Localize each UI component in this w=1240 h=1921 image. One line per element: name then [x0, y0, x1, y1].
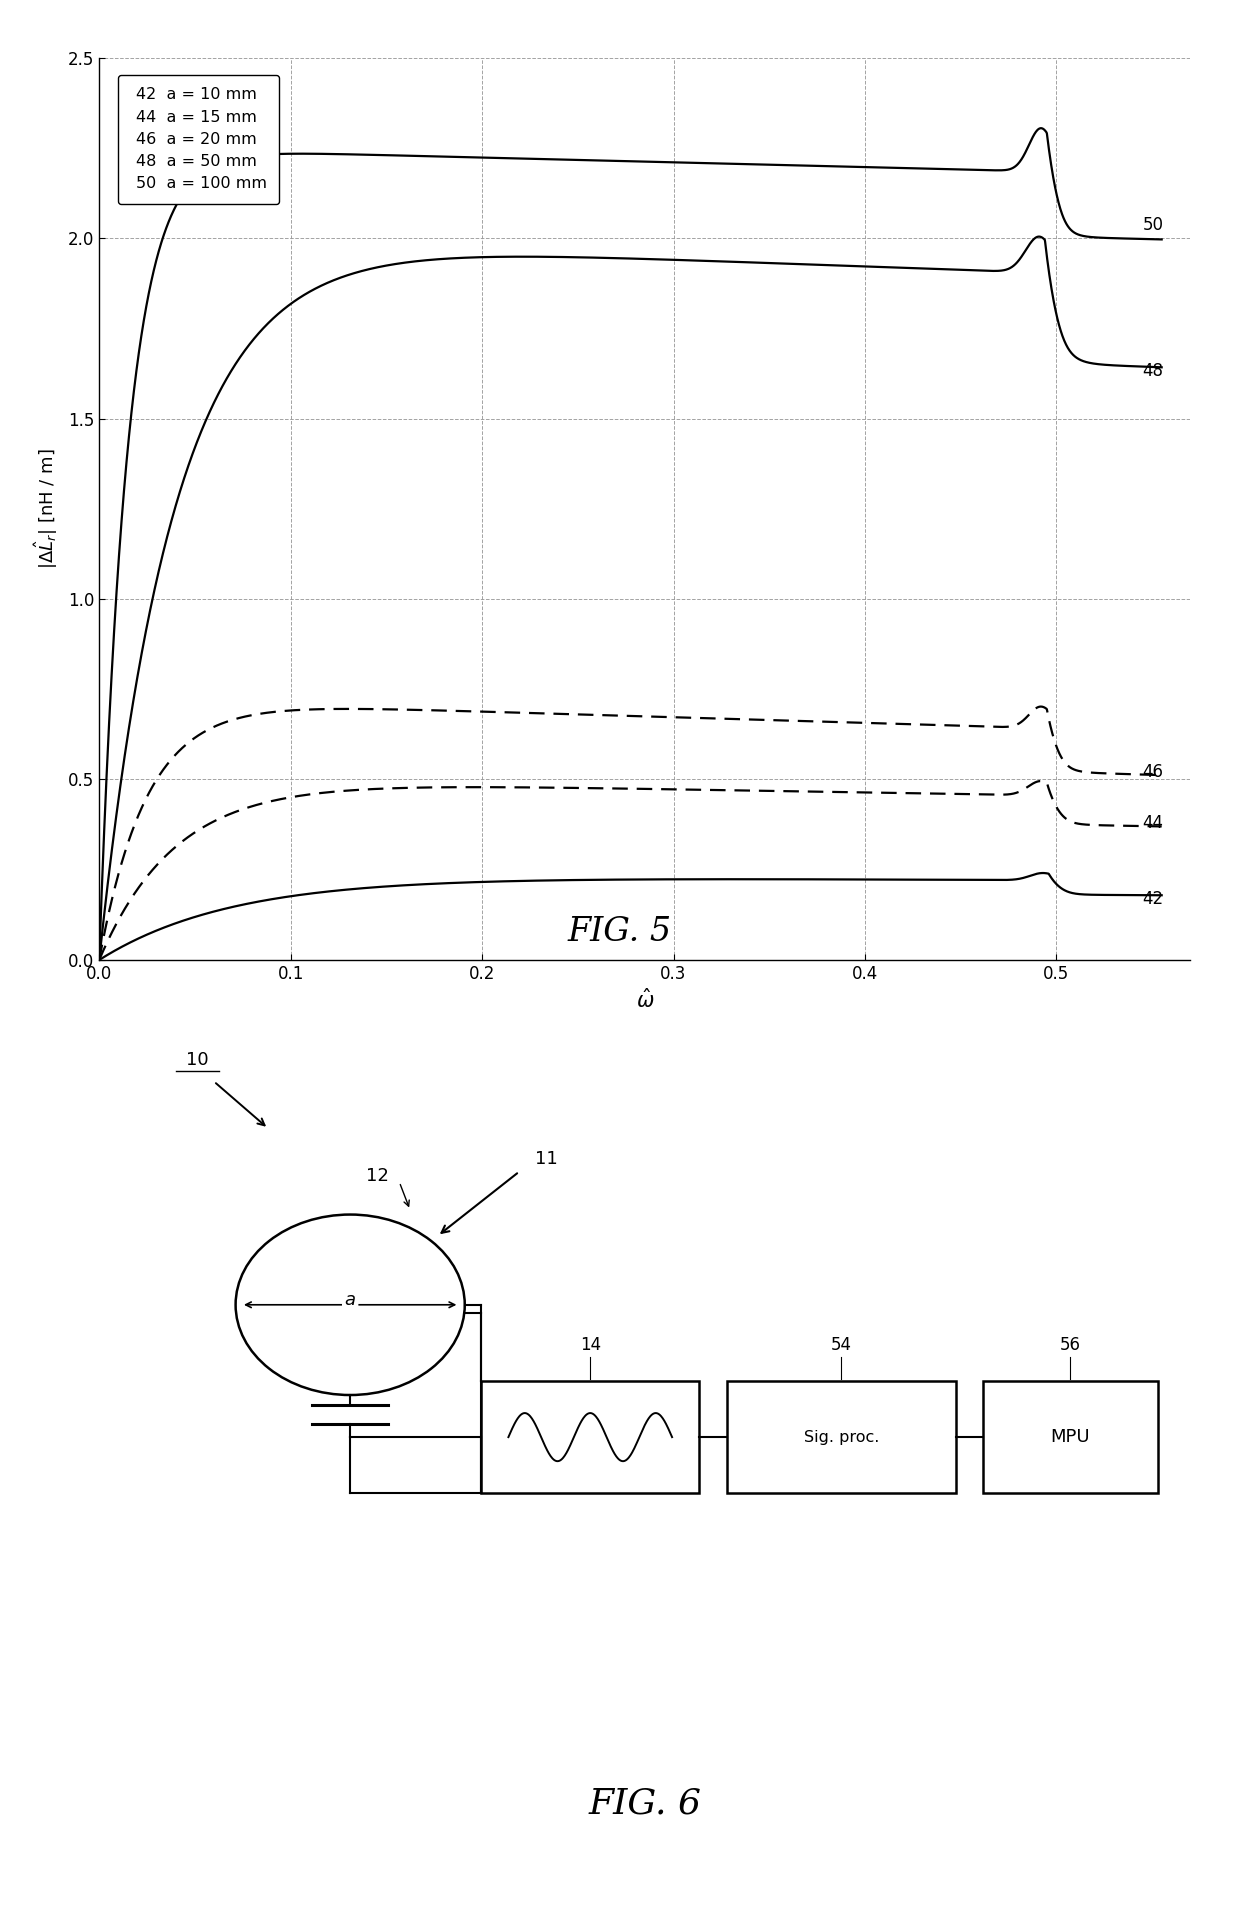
Text: 44: 44: [1142, 815, 1163, 832]
Text: FIG. 5: FIG. 5: [568, 916, 672, 947]
Bar: [727, 1381, 956, 1493]
Legend: 42  a = 10 mm, 44  a = 15 mm, 46  a = 20 mm, 48  a = 50 mm, 50  a = 100 mm: 42 a = 10 mm, 44 a = 15 mm, 46 a = 20 mm…: [118, 75, 279, 204]
Text: 12: 12: [366, 1166, 389, 1185]
Text: FIG. 6: FIG. 6: [588, 1787, 702, 1821]
Text: 56: 56: [1060, 1337, 1081, 1354]
Y-axis label: $|\Delta\hat{L}_r|$ [nH / m]: $|\Delta\hat{L}_r|$ [nH / m]: [32, 448, 60, 569]
X-axis label: $\hat{\omega}$: $\hat{\omega}$: [636, 989, 653, 1012]
Text: 48: 48: [1142, 361, 1163, 380]
Text: 46: 46: [1142, 763, 1163, 780]
Text: 10: 10: [186, 1051, 208, 1068]
Text: Sig. proc.: Sig. proc.: [804, 1429, 879, 1445]
Text: a: a: [345, 1291, 356, 1310]
Text: 11: 11: [536, 1149, 558, 1168]
Bar: [983, 1381, 1158, 1493]
Text: 50: 50: [1142, 215, 1163, 234]
Bar: [481, 1381, 699, 1493]
Text: 54: 54: [831, 1337, 852, 1354]
Text: 14: 14: [579, 1337, 601, 1354]
Text: 42: 42: [1142, 889, 1163, 909]
Text: MPU: MPU: [1050, 1427, 1090, 1447]
